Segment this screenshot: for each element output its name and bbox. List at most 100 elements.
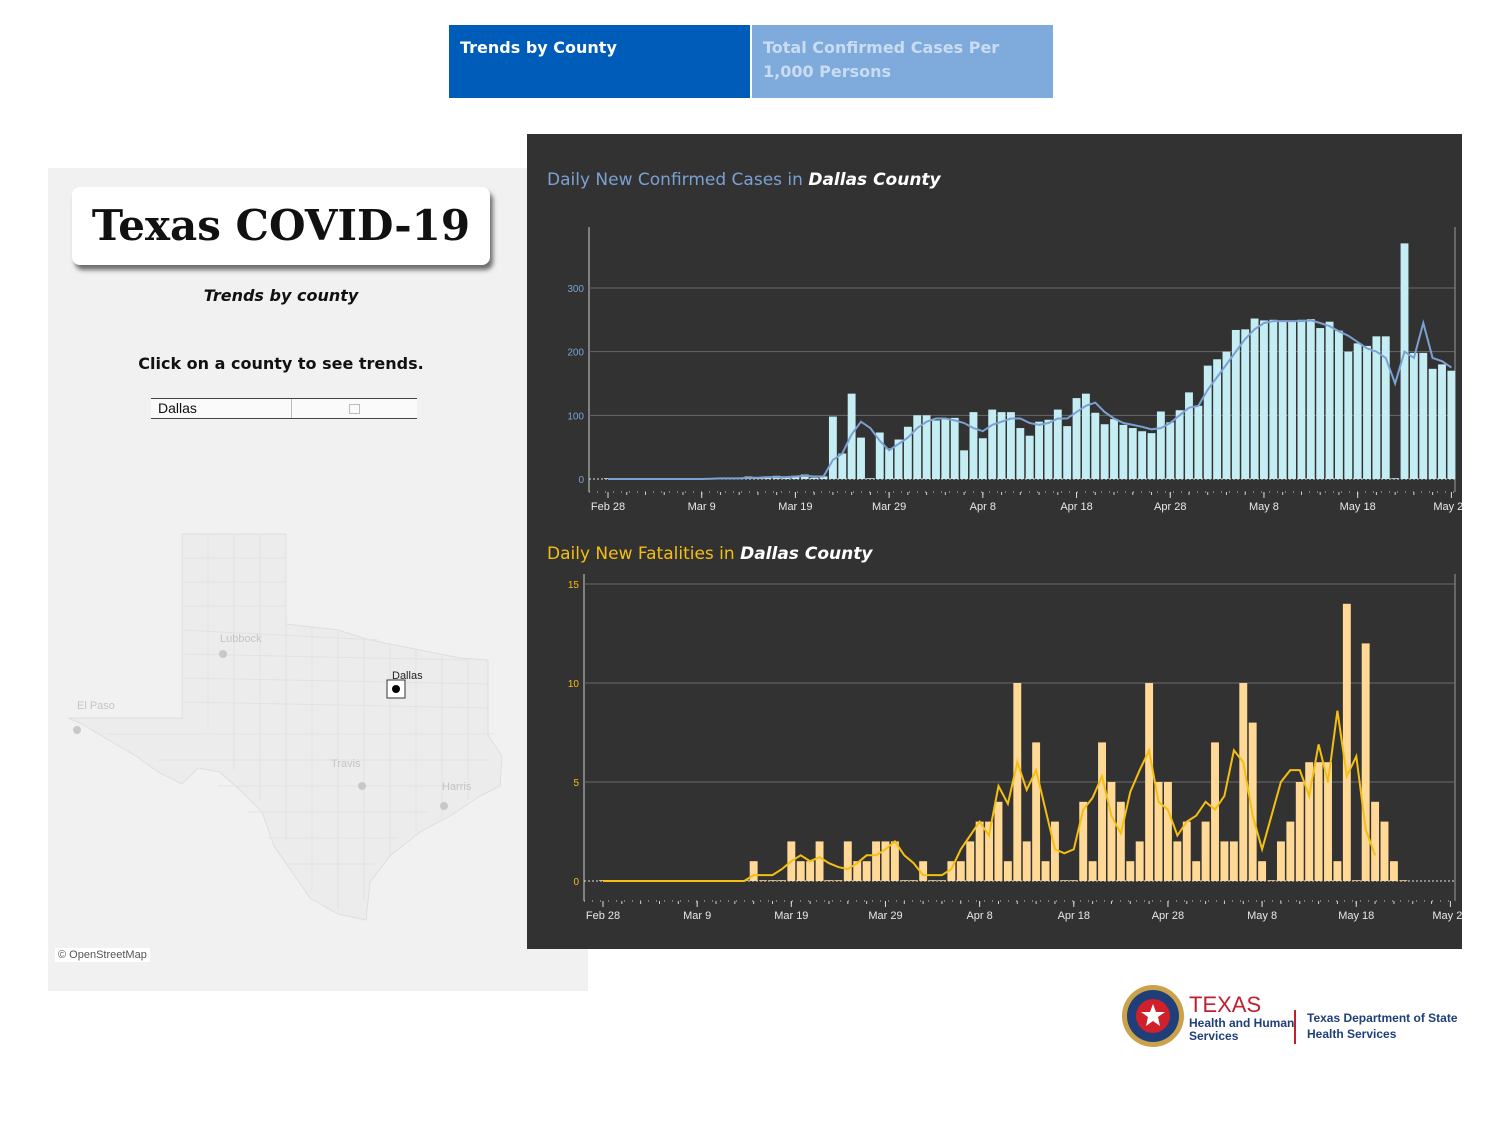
bar[interactable] bbox=[978, 438, 987, 479]
bar[interactable] bbox=[819, 476, 828, 479]
bar[interactable] bbox=[994, 801, 1003, 881]
bar[interactable] bbox=[1258, 861, 1267, 881]
city-harris[interactable]: Harris bbox=[440, 781, 472, 810]
bar[interactable] bbox=[1371, 801, 1380, 881]
bar[interactable] bbox=[810, 477, 819, 479]
bar[interactable] bbox=[1314, 762, 1323, 881]
bar[interactable] bbox=[1194, 405, 1203, 479]
bar[interactable] bbox=[966, 841, 975, 881]
bar[interactable] bbox=[1044, 419, 1053, 479]
bar[interactable] bbox=[1286, 821, 1295, 881]
bar[interactable] bbox=[1260, 320, 1268, 479]
bar[interactable] bbox=[1013, 683, 1022, 881]
bar[interactable] bbox=[815, 841, 824, 881]
texas-county-map[interactable]: Lubbock El Paso Dallas Travis Harris bbox=[48, 520, 588, 940]
bar[interactable] bbox=[862, 861, 871, 881]
bar[interactable] bbox=[759, 880, 768, 881]
bar[interactable] bbox=[1156, 411, 1165, 479]
bar[interactable] bbox=[1098, 742, 1106, 881]
bar[interactable] bbox=[1138, 431, 1147, 479]
bar[interactable] bbox=[853, 861, 862, 881]
moving-average-line[interactable] bbox=[608, 319, 1452, 480]
bar[interactable] bbox=[1231, 329, 1240, 479]
bar[interactable] bbox=[1316, 328, 1325, 479]
bar[interactable] bbox=[1154, 782, 1163, 881]
bar[interactable] bbox=[1389, 861, 1398, 881]
bar[interactable] bbox=[919, 861, 928, 881]
bar[interactable] bbox=[1126, 861, 1135, 881]
bar[interactable] bbox=[1182, 821, 1191, 881]
bar[interactable] bbox=[1107, 782, 1116, 881]
bar[interactable] bbox=[1288, 321, 1297, 479]
bar[interactable] bbox=[1276, 841, 1285, 881]
bar[interactable] bbox=[1119, 424, 1128, 479]
bar[interactable] bbox=[1380, 821, 1389, 881]
cases-chart[interactable]: 0 100 200 300 Feb 28 Mar 9 Mar 19 Mar 29 Apr 8 Ap… bbox=[527, 195, 1462, 525]
bar[interactable] bbox=[932, 420, 940, 479]
bar[interactable] bbox=[1069, 880, 1078, 881]
bar[interactable] bbox=[922, 415, 931, 479]
bar[interactable] bbox=[1088, 861, 1097, 881]
tab-total-cases-per-1000[interactable]: Total Confirmed Cases Per 1,000 Persons bbox=[752, 25, 1053, 98]
bar[interactable] bbox=[1032, 742, 1041, 881]
bar[interactable] bbox=[1241, 329, 1250, 479]
bar[interactable] bbox=[872, 841, 881, 881]
bar[interactable] bbox=[1372, 336, 1381, 479]
bar[interactable] bbox=[1091, 412, 1100, 479]
bar[interactable] bbox=[1135, 841, 1144, 881]
bar[interactable] bbox=[903, 426, 912, 479]
travis-marker[interactable] bbox=[358, 782, 366, 790]
bar[interactable] bbox=[1175, 410, 1184, 479]
bar[interactable] bbox=[834, 880, 843, 881]
bar[interactable] bbox=[1192, 861, 1201, 881]
city-el-paso[interactable]: El Paso bbox=[73, 700, 115, 734]
bar[interactable] bbox=[988, 409, 997, 479]
bar[interactable] bbox=[1166, 422, 1175, 479]
harris-marker[interactable] bbox=[440, 802, 448, 810]
bar[interactable] bbox=[1361, 643, 1370, 881]
bar[interactable] bbox=[1213, 359, 1222, 479]
bar[interactable] bbox=[1145, 683, 1154, 881]
bar[interactable] bbox=[1016, 428, 1025, 479]
bar[interactable] bbox=[1447, 370, 1456, 479]
bar[interactable] bbox=[1211, 742, 1219, 881]
bar[interactable] bbox=[1391, 478, 1400, 479]
bar[interactable] bbox=[1007, 412, 1015, 479]
el-paso-marker[interactable] bbox=[73, 726, 81, 734]
bar[interactable] bbox=[894, 439, 903, 479]
bar[interactable] bbox=[777, 880, 786, 881]
bar[interactable] bbox=[1342, 603, 1351, 881]
bar[interactable] bbox=[1022, 841, 1031, 881]
bar[interactable] bbox=[1324, 762, 1332, 881]
county-select[interactable]: Dallas bbox=[151, 398, 417, 419]
lubbock-marker[interactable] bbox=[219, 650, 227, 658]
bar[interactable] bbox=[825, 880, 833, 881]
fatalities-chart[interactable]: 0 5 10 15 Feb 28 Mar 9 Mar 19 Mar 29 Apr 8 Apr 18… bbox=[527, 570, 1462, 930]
bar[interactable] bbox=[881, 841, 890, 881]
bar[interactable] bbox=[875, 432, 884, 479]
bar[interactable] bbox=[857, 437, 865, 479]
bar[interactable] bbox=[1173, 841, 1182, 881]
bar[interactable] bbox=[1100, 424, 1109, 479]
bar[interactable] bbox=[950, 417, 959, 479]
bar[interactable] bbox=[885, 448, 894, 479]
bar[interactable] bbox=[866, 478, 875, 479]
bar[interactable] bbox=[1352, 880, 1361, 881]
bar[interactable] bbox=[1428, 368, 1437, 479]
bar[interactable] bbox=[900, 880, 909, 881]
bar[interactable] bbox=[1116, 801, 1125, 881]
bar[interactable] bbox=[1248, 722, 1257, 881]
bar[interactable] bbox=[1035, 421, 1043, 479]
bar[interactable] bbox=[1419, 352, 1428, 479]
bar[interactable] bbox=[928, 880, 937, 881]
bar[interactable] bbox=[938, 880, 946, 881]
bar[interactable] bbox=[838, 453, 847, 479]
city-dallas[interactable]: Dallas bbox=[386, 670, 423, 699]
city-lubbock[interactable]: Lubbock bbox=[219, 633, 262, 658]
bar[interactable] bbox=[749, 861, 758, 881]
bar[interactable] bbox=[1185, 392, 1193, 479]
bar[interactable] bbox=[1344, 351, 1353, 479]
bar[interactable] bbox=[1072, 398, 1081, 479]
city-travis[interactable]: Travis bbox=[331, 758, 366, 790]
bar[interactable] bbox=[1295, 782, 1304, 881]
